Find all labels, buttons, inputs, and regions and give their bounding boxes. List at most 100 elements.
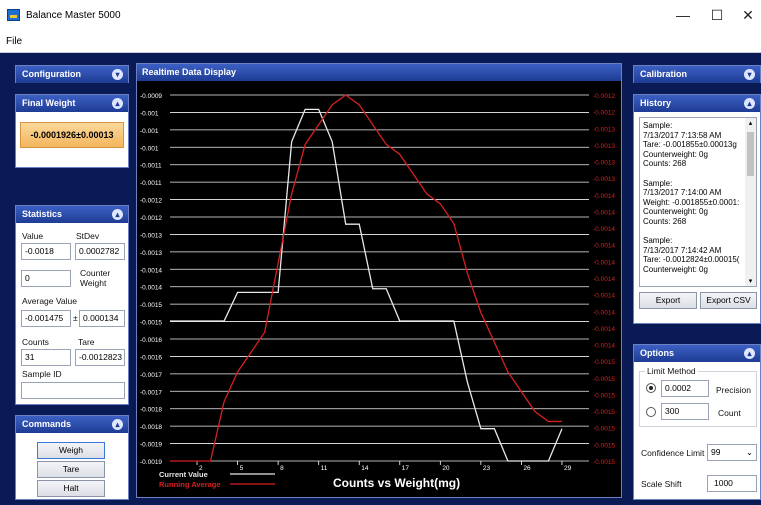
chevron-down-icon[interactable]: ▾ <box>112 69 123 80</box>
history-entry[interactable]: Sample: 7/13/2017 7:14:00 AM Weight: -0.00… <box>643 179 745 227</box>
left-tick-label: -0.0011 <box>140 180 162 187</box>
confidence-limit-select[interactable]: 99 ⌄ <box>707 444 757 461</box>
history-entry-line: Counterweight: 0g <box>643 149 708 159</box>
chevron-down-icon[interactable]: ⌄ <box>745 447 753 457</box>
right-tick-label: -0.0015 <box>593 392 615 399</box>
x-tick-label: 2 <box>199 465 203 472</box>
title-bar: Balance Master 5000 — ☐ ✕ <box>0 0 761 31</box>
chevron-up-icon[interactable]: ▴ <box>112 419 123 430</box>
export-button[interactable]: Export <box>639 292 697 309</box>
history-entry-line: Sample: <box>643 121 673 130</box>
x-tick-label: 14 <box>361 465 369 472</box>
precision-label: Precision <box>716 385 751 395</box>
history-scrollbar[interactable]: ▴ ▾ <box>745 118 756 286</box>
menu-bar: File <box>0 31 761 53</box>
halt-button[interactable]: Halt <box>37 480 105 497</box>
counts-field[interactable]: 31 <box>21 349 71 366</box>
left-tick-label: -0.0015 <box>140 320 162 327</box>
scroll-thumb[interactable] <box>747 132 754 176</box>
scale-shift-label: Scale Shift <box>641 479 682 489</box>
weigh-button[interactable]: Weigh <box>37 442 105 459</box>
calibration-panel: Calibration ▾ <box>633 65 761 83</box>
limit-method-label: Limit Method <box>645 366 698 376</box>
chevron-up-icon[interactable]: ▴ <box>744 348 755 359</box>
scroll-down-icon[interactable]: ▾ <box>748 278 753 285</box>
configuration-panel: Configuration ▾ <box>15 65 129 83</box>
final-weight-value: -0.0001926±0.00013 <box>20 122 124 148</box>
x-tick-label: 23 <box>483 465 491 472</box>
statistics-header[interactable]: Statistics ▴ <box>16 206 128 223</box>
maximize-button[interactable]: ☐ <box>710 7 724 23</box>
minimize-button[interactable]: — <box>676 7 690 23</box>
final-weight-header[interactable]: Final Weight ▴ <box>16 95 128 112</box>
history-entry-line: 7/13/2017 7:13:58 AM <box>643 130 722 140</box>
sample-id-field[interactable] <box>21 382 125 399</box>
close-button[interactable]: ✕ <box>742 7 754 23</box>
count-label: Count <box>718 408 741 418</box>
right-tick-label: -0.0015 <box>593 442 615 449</box>
stdev-label: StDev <box>76 231 100 241</box>
history-entry-line: Sample: <box>643 178 673 188</box>
current-value-line <box>170 108 563 462</box>
x-tick-label: 5 <box>240 465 244 472</box>
left-tick-label: -0.0012 <box>140 198 162 205</box>
configuration-header[interactable]: Configuration ▾ <box>16 66 128 83</box>
x-tick-label: 29 <box>564 465 572 472</box>
stdev-field[interactable]: 0.0002782 <box>75 243 125 260</box>
history-header[interactable]: History ▴ <box>634 95 760 112</box>
count-radio[interactable] <box>646 407 656 417</box>
realtime-chart: -0.0009 -0.001 -0.001 -0.001 -0.0011 -0.0011 -… <box>140 93 615 490</box>
precision-radio[interactable] <box>646 383 656 393</box>
x-tick-label: 8 <box>280 465 284 472</box>
history-entry[interactable]: Sample: 7/13/2017 7:13:58 AM Tare: -0.0018… <box>643 121 745 169</box>
legend-label: Current Value <box>159 470 208 479</box>
left-tick-label: -0.0011 <box>140 163 162 170</box>
left-tick-label: -0.0019 <box>140 459 162 466</box>
count-field[interactable]: 300 <box>661 403 709 420</box>
left-tick-label: -0.0018 <box>140 407 162 414</box>
history-entry-line: 7/13/2017 7:14:00 AM <box>643 188 722 197</box>
value-label: Value <box>22 231 44 241</box>
chevron-up-icon[interactable]: ▴ <box>112 209 123 220</box>
options-header[interactable]: Options ▴ <box>634 345 760 362</box>
history-entry-line: Counts: 268 <box>643 159 687 168</box>
legend-label: Running Average <box>159 480 221 489</box>
right-tick-label: -0.0015 <box>593 376 615 383</box>
left-tick-label: -0.0013 <box>140 232 162 239</box>
export-csv-button[interactable]: Export CSV <box>700 292 757 309</box>
right-tick-label: -0.0014 <box>593 243 615 250</box>
realtime-chart-panel: Realtime Data Display -0.0009 -0.001 -0.00… <box>136 63 622 498</box>
right-tick-label: -0.0014 <box>593 343 615 350</box>
tare-field[interactable]: -0.0012823 <box>75 349 125 366</box>
tare-button[interactable]: Tare <box>37 461 105 478</box>
scale-shift-field[interactable]: 1000 <box>707 475 757 492</box>
average-value-field[interactable]: -0.001475 <box>21 310 71 327</box>
history-entry-line: Counts: 268 <box>643 216 687 226</box>
tare-label: Tare <box>78 337 95 347</box>
left-tick-label: -0.0015 <box>140 302 162 309</box>
running-average-line <box>170 94 562 462</box>
value-field[interactable]: -0.0018 <box>21 243 71 260</box>
chevron-up-icon[interactable]: ▴ <box>744 98 755 109</box>
commands-header[interactable]: Commands ▴ <box>16 416 128 433</box>
right-tick-label: -0.0014 <box>593 209 615 216</box>
calibration-header[interactable]: Calibration ▾ <box>634 66 760 83</box>
average-dev-field[interactable]: 0.000134 <box>79 310 125 327</box>
menu-file[interactable]: File <box>6 36 23 47</box>
x-tick-label: 26 <box>523 465 531 472</box>
history-list[interactable]: Sample: 7/13/2017 7:13:58 AM Tare: -0.0018… <box>639 117 757 287</box>
confidence-limit-value: 99 <box>711 447 721 457</box>
history-entry[interactable]: Sample: 7/13/2017 7:14:42 AM Tare: -0.0012… <box>643 236 745 274</box>
right-tick-label: -0.0014 <box>593 309 615 316</box>
counter-weight-field[interactable]: 0 <box>21 270 71 287</box>
scroll-up-icon[interactable]: ▴ <box>748 120 753 127</box>
right-tick-label: -0.0013 <box>593 126 615 133</box>
chevron-up-icon[interactable]: ▴ <box>112 98 123 109</box>
history-entry-line: Tare: -0.001855±0.00013g <box>643 140 737 149</box>
right-tick-label: -0.0015 <box>593 409 615 416</box>
precision-field[interactable]: 0.0002 <box>661 380 709 397</box>
left-tick-label: -0.0019 <box>140 442 162 449</box>
chevron-down-icon[interactable]: ▾ <box>744 69 755 80</box>
x-tick-label: 20 <box>442 465 450 472</box>
left-tick-label: -0.0013 <box>140 250 162 257</box>
